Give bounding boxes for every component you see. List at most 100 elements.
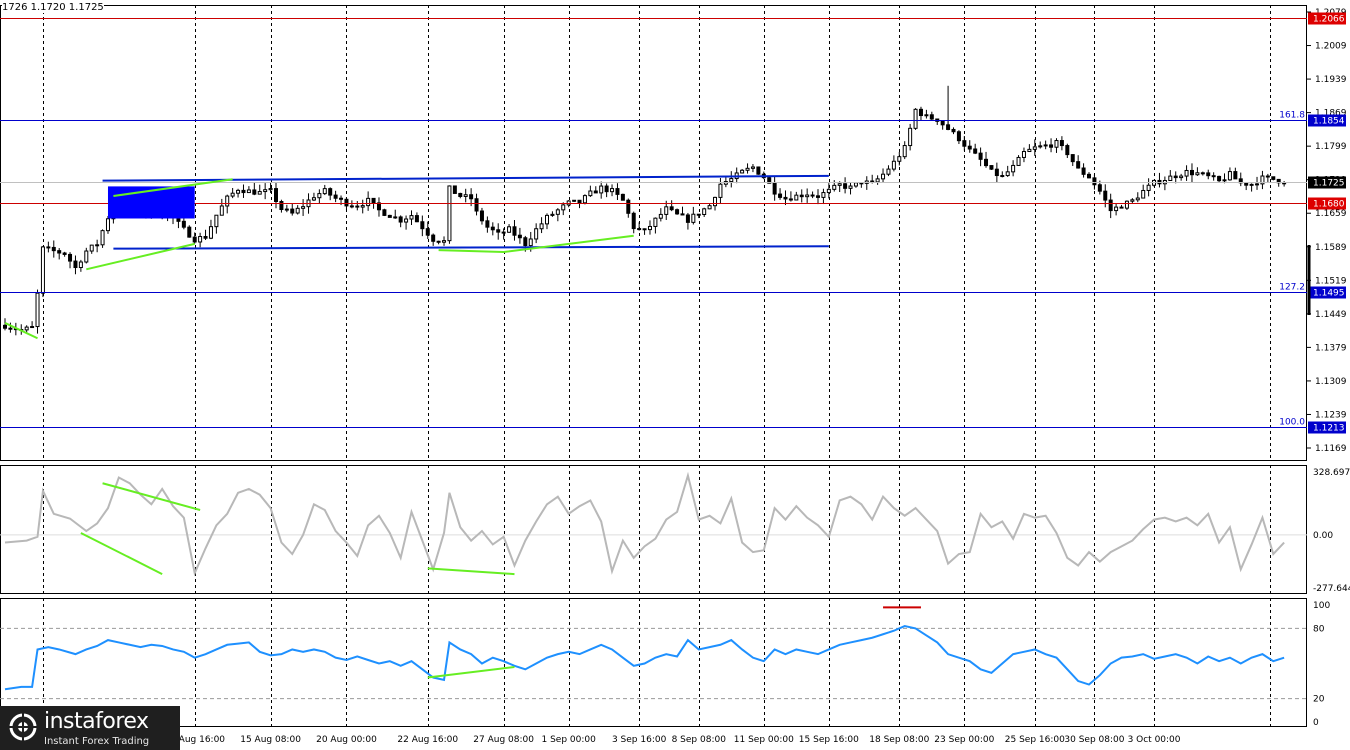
candle-body	[1043, 144, 1048, 147]
candle-body	[1222, 179, 1227, 182]
candle-body	[902, 145, 907, 158]
candle-body	[474, 198, 479, 212]
candle-body	[236, 189, 241, 194]
candle-body	[512, 226, 517, 236]
candle-body	[772, 182, 777, 195]
ohlc-readout: 1726 1.1720 1.1725	[2, 2, 104, 13]
candle-body	[192, 236, 197, 243]
candle-body	[51, 246, 56, 252]
candle-body	[1271, 176, 1276, 180]
price-tag-label: 1.1495	[1313, 289, 1345, 299]
candle-body	[57, 250, 62, 254]
candle-body	[1146, 184, 1151, 191]
candle-body	[328, 188, 333, 196]
candle-body	[713, 196, 718, 207]
candle-body	[425, 228, 430, 236]
candle-body	[485, 220, 490, 228]
x-tick-label: 25 Sep 16:00	[1005, 735, 1065, 745]
candle-body	[68, 253, 73, 262]
candle-body	[479, 210, 484, 222]
candle-body	[89, 244, 94, 252]
candle-body	[1119, 206, 1124, 209]
candle-body	[631, 212, 636, 230]
candle-body	[891, 160, 896, 170]
candle-body	[1244, 182, 1249, 186]
candle-body	[414, 215, 419, 223]
candle-body	[886, 168, 891, 175]
candle-body	[550, 213, 555, 216]
candle-body	[572, 199, 577, 202]
candle-body	[1206, 172, 1211, 177]
rsi-tick-label: 80	[1313, 624, 1325, 634]
candle-body	[1097, 184, 1102, 192]
candle-body	[685, 214, 690, 223]
candle-body	[62, 252, 67, 255]
candle-body	[420, 221, 425, 230]
candle-body	[523, 237, 528, 247]
rsi-tick-label: 0	[1313, 718, 1319, 728]
divergence-line	[438, 234, 634, 254]
candle-body	[317, 193, 322, 199]
x-tick-label: 22 Aug 16:00	[397, 735, 458, 745]
candle-body	[311, 197, 316, 201]
candle-body	[409, 215, 414, 220]
candle-body	[230, 192, 235, 197]
candle-body	[897, 156, 902, 162]
candle-body	[1059, 140, 1064, 147]
candle-body	[962, 140, 967, 147]
candle-body	[707, 205, 712, 210]
y-tick-label: 1.1589	[1315, 243, 1347, 253]
candle-body	[593, 190, 598, 194]
y-tick-label: 1.1239	[1315, 410, 1347, 420]
candle-body	[78, 261, 83, 269]
candle-body	[349, 205, 354, 208]
candle-body	[181, 220, 186, 228]
candle-body	[588, 190, 593, 197]
candle-body	[913, 108, 918, 129]
candle-body	[669, 206, 674, 211]
candle-body	[729, 178, 734, 183]
candle-body	[843, 183, 848, 189]
candle-body	[561, 204, 566, 211]
candle-body	[252, 189, 257, 195]
rsi-divergence-line	[427, 666, 515, 679]
candle-body	[783, 196, 788, 200]
candle-body	[1135, 197, 1140, 201]
candle-body	[219, 205, 224, 216]
candle-body	[1027, 148, 1032, 153]
x-tick-label: 12 Aug 16:00	[164, 735, 225, 745]
rsi-line	[4, 625, 1285, 691]
y-tick-label: 1.1799	[1315, 142, 1347, 152]
x-tick-label: 1 Sep 00:00	[542, 735, 597, 745]
cci-divergence-line	[102, 482, 201, 511]
x-tick-label: 11 Sep 00:00	[734, 735, 794, 745]
cci-pane-frame	[0, 465, 1307, 594]
fib-level-text: 127.2	[1279, 283, 1305, 293]
candle-body	[404, 218, 409, 223]
candle-body	[46, 246, 51, 249]
candle-body	[1173, 175, 1178, 179]
candle-body	[257, 191, 262, 195]
candle-body	[658, 213, 663, 219]
candle-body	[1081, 167, 1086, 175]
candle-body	[24, 326, 29, 331]
candle-body	[810, 194, 815, 197]
candle-body	[696, 213, 701, 216]
candle-body	[73, 260, 78, 269]
candle-body	[246, 189, 251, 194]
x-tick-label: 3 Sep 16:00	[612, 735, 667, 745]
candle-body	[604, 185, 609, 193]
candle-body	[95, 244, 100, 247]
x-tick-label: 15 Sep 16:00	[799, 735, 859, 745]
candle-body	[274, 188, 278, 203]
channel-upper-line	[102, 174, 829, 182]
candle-body	[279, 201, 284, 211]
candle-body	[534, 228, 539, 240]
rsi-pane-frame	[0, 598, 1307, 727]
candle-body	[702, 208, 707, 215]
candle-body	[442, 240, 447, 243]
price-pane-frame	[0, 5, 1307, 461]
price-tag-label: 1.1854	[1313, 117, 1345, 127]
candle-body	[1114, 206, 1119, 212]
candle-body	[241, 189, 246, 194]
